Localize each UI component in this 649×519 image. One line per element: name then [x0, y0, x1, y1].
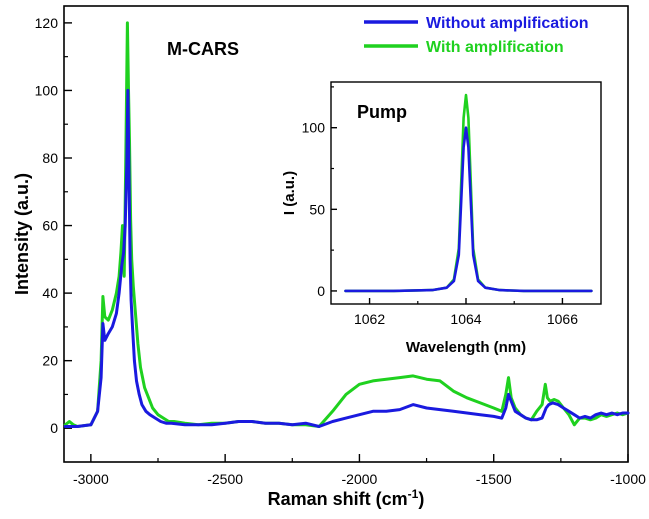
- x-axis-title-main: Raman shift (cm: [268, 489, 408, 509]
- main-annotation: M-CARS: [167, 39, 239, 59]
- x-axis-title-tail: ): [418, 489, 424, 509]
- inset-y-tick-label-2: 100: [302, 120, 326, 136]
- main-ticks: -3000 -2500 -2000 -1500 -1000 0 20 40 60 80 100 120: [35, 15, 646, 487]
- main-plot-frame: [63, 5, 629, 463]
- main-x-tick-label-3: -1500: [476, 471, 512, 487]
- inset-y-tick-label-0: 0: [317, 283, 325, 299]
- main-series-with-amplification: [63, 21, 630, 428]
- main-series-without-amplification: [63, 88, 630, 428]
- inset-x-tick-label-1: 1064: [450, 311, 481, 327]
- inset-ticks: 1062 1064 1066 0 50 100: [302, 86, 578, 327]
- main-y-tick-label-3: 60: [42, 218, 58, 234]
- main-y-tick-label-0: 0: [50, 420, 58, 436]
- inset-x-tick-label-2: 1066: [547, 311, 578, 327]
- x-axis-title-superscript: -1: [408, 487, 419, 501]
- inset-x-tick-label-0: 1062: [354, 311, 385, 327]
- legend-label-with: With amplification: [426, 39, 564, 56]
- legend: Without amplification With amplification: [364, 15, 589, 56]
- inset-chart: 1062 1064 1066 0 50 100 Pump I (a.u.) Wavelen…: [281, 81, 602, 356]
- main-y-tick-label-5: 100: [35, 82, 59, 98]
- main-y-tick-label-4: 80: [42, 150, 58, 166]
- main-x-tick-label-1: -2500: [207, 471, 243, 487]
- main-x-tick-label-0: -3000: [73, 471, 109, 487]
- main-y-tick-label-2: 40: [42, 285, 58, 301]
- main-series-group: [63, 21, 630, 428]
- legend-label-without: Without amplification: [426, 15, 589, 32]
- main-x-tick-label-2: -2000: [342, 471, 378, 487]
- inset-plot-frame: [330, 81, 602, 305]
- inset-y-tick-label-1: 50: [309, 201, 325, 217]
- inset-annotation: Pump: [357, 102, 407, 122]
- inset-x-axis-title: Wavelength (nm): [406, 339, 526, 356]
- inset-series-without-amplification: [344, 126, 593, 293]
- inset-series-group: [344, 93, 593, 293]
- main-y-axis-title: Intensity (a.u.): [12, 173, 32, 295]
- main-y-tick-label-6: 120: [35, 15, 59, 31]
- main-x-tick-label-4: -1000: [610, 471, 646, 487]
- inset-y-axis-title: I (a.u.): [281, 171, 298, 215]
- main-y-tick-label-1: 20: [42, 353, 58, 369]
- main-x-axis-title: Raman shift (cm-1): [268, 487, 425, 509]
